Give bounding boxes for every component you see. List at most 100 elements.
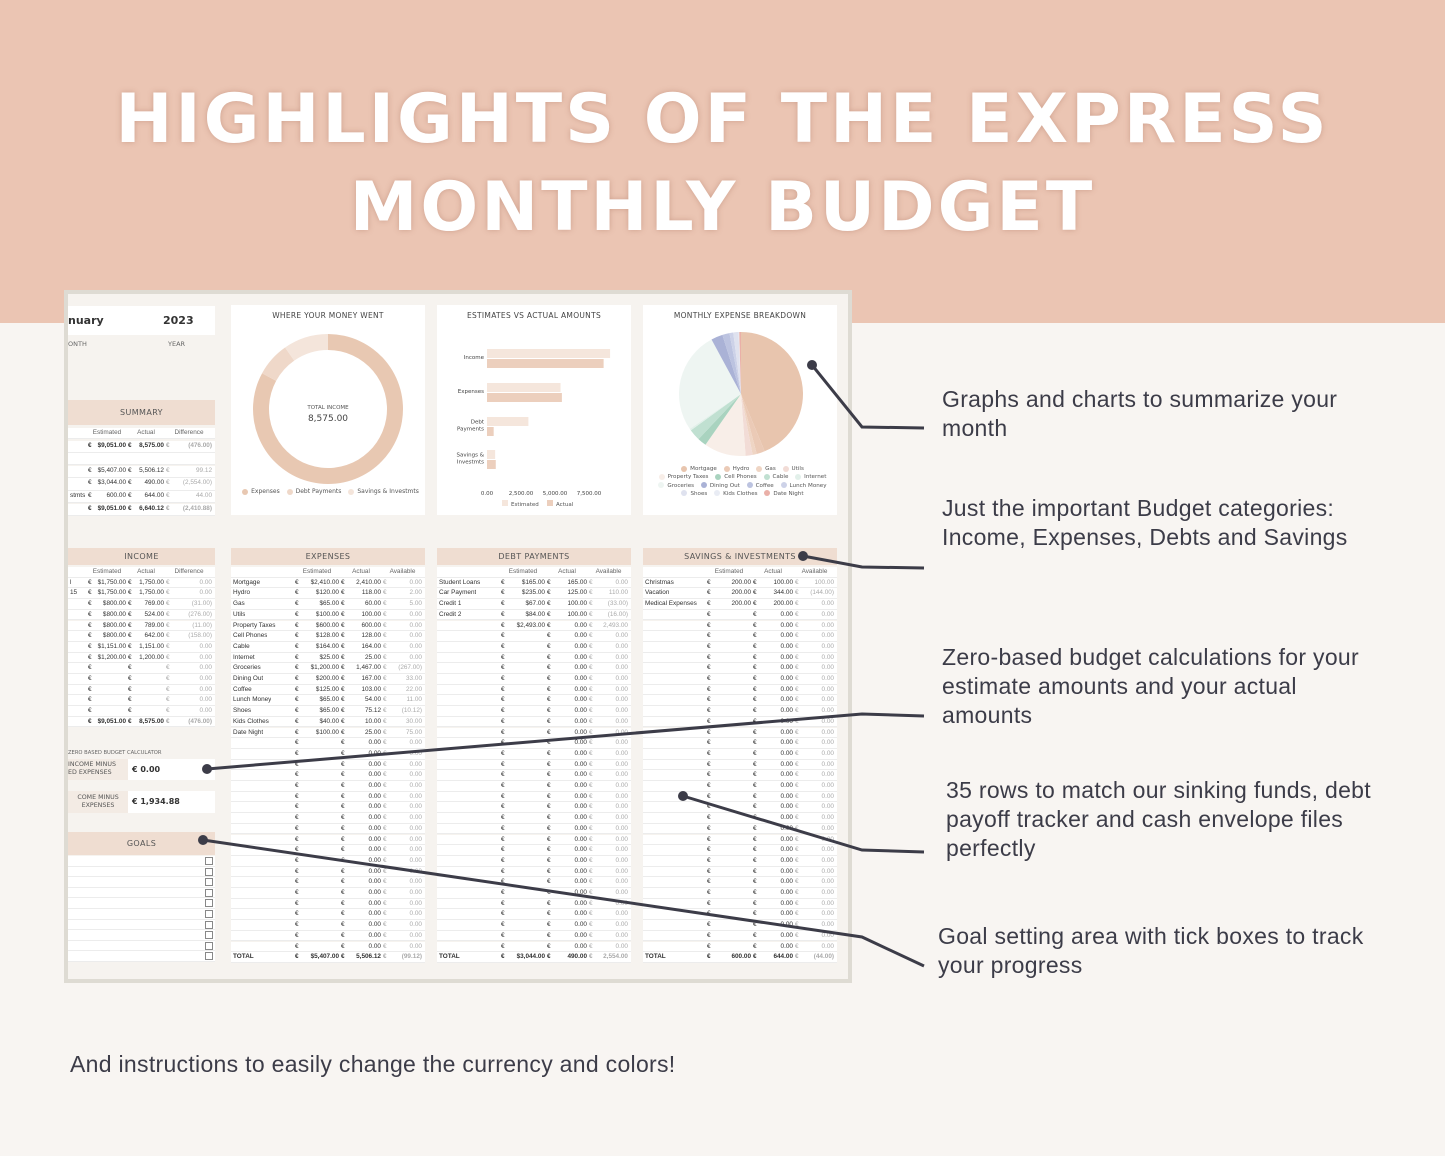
table-row: Gas € $65.00 €60.00 €5.00: [231, 599, 425, 610]
currency-symbol: €: [295, 589, 299, 597]
actual-value: 0.00: [368, 867, 381, 875]
actual-value: 0.00: [780, 653, 793, 661]
difference-value: 0.00: [615, 867, 628, 875]
difference-value: 0.00: [615, 664, 628, 672]
actual-value: 0.00: [368, 771, 381, 779]
currency-symbol: €: [547, 792, 551, 800]
currency-symbol: €: [341, 760, 345, 768]
currency-symbol: €: [501, 749, 505, 757]
currency-symbol: €: [547, 642, 551, 650]
goal-row[interactable]: [68, 856, 215, 867]
difference-value: 0.00: [409, 889, 422, 896]
goal-checkbox[interactable]: [205, 910, 213, 918]
legend-swatch: [658, 473, 665, 480]
currency-symbol: €: [753, 867, 757, 875]
estimated-value: 600.00: [731, 953, 751, 961]
currency-symbol: €: [501, 782, 505, 789]
currency-symbol: €: [295, 878, 299, 886]
goal-checkbox[interactable]: [205, 857, 213, 865]
currency-symbol: €: [707, 610, 711, 618]
bar-actual-expenses: [487, 393, 562, 402]
currency-symbol: €: [589, 771, 593, 779]
difference-value: 75.00: [406, 728, 422, 736]
actual-value: 6,640.12: [139, 504, 164, 512]
currency-symbol: €: [753, 653, 757, 661]
currency-symbol: €: [295, 921, 299, 929]
actual-value: 0.00: [574, 792, 587, 800]
goal-row[interactable]: [68, 898, 215, 910]
goal-checkbox[interactable]: [205, 867, 213, 876]
currency-symbol: €: [166, 621, 170, 629]
currency-symbol: €: [88, 621, 92, 629]
legend-swatch: [348, 488, 355, 495]
actual-value: 0.00: [368, 899, 381, 907]
goal-row[interactable]: [68, 951, 215, 963]
goal-row[interactable]: [68, 877, 215, 888]
row-label: Cable: [233, 642, 250, 650]
estimated-value: $67.00: [525, 600, 545, 608]
currency-symbol: €: [707, 664, 711, 672]
currency-symbol: €: [128, 610, 132, 618]
actual-value: 0.00: [780, 899, 793, 907]
actual-value: 0.00: [780, 814, 793, 822]
difference-value: 0.00: [615, 803, 628, 811]
year-label: YEAR: [168, 340, 186, 348]
annotation-text-3: Zero-based budget calculations for your …: [942, 644, 1359, 728]
goal-checkbox[interactable]: [205, 941, 213, 950]
month-value: nuary: [68, 314, 104, 327]
difference-value: 0.00: [409, 931, 422, 939]
goal-row[interactable]: [68, 940, 215, 952]
currency-symbol: €: [341, 707, 345, 715]
difference-value: 0.00: [821, 717, 834, 725]
slice-hydro: [741, 394, 765, 454]
legend-item: Hydro: [719, 465, 749, 472]
goal-checkbox[interactable]: [205, 899, 213, 908]
currency-symbol: €: [707, 814, 711, 822]
currency-symbol: €: [383, 653, 387, 661]
goal-row[interactable]: [68, 887, 215, 899]
difference-value: 0.00: [615, 921, 628, 929]
difference-value: (16.00): [607, 610, 628, 618]
table-row: € €0.00 €0.00: [643, 930, 837, 942]
currency-symbol: €: [128, 578, 132, 586]
table-row: € €0.00 €0.00: [231, 930, 425, 942]
goal-row[interactable]: [68, 930, 215, 941]
currency-symbol: €: [88, 578, 92, 586]
goal-checkbox[interactable]: [205, 920, 213, 929]
table-row: € $9,051.00 €6,640.12 € (2,410.88): [68, 503, 215, 516]
estimated-value: $100.00: [315, 728, 339, 736]
difference-value: 0.00: [409, 621, 422, 629]
actual-value: 0.00: [368, 856, 381, 864]
table-row: Dining Out € $200.00 €167.00 €33.00: [231, 674, 425, 685]
table-row: € $1,200.00 €1,200.00 €0.00: [68, 652, 215, 664]
goal-row[interactable]: [68, 919, 215, 931]
currency-symbol: €: [341, 621, 345, 629]
currency-symbol: €: [501, 856, 505, 864]
actual-value: 0.00: [368, 739, 381, 747]
currency-symbol: €: [547, 824, 551, 832]
currency-symbol: €: [795, 675, 799, 682]
goal-checkbox[interactable]: [205, 931, 213, 940]
goal-checkbox[interactable]: [205, 952, 213, 961]
donut-chart-title: WHERE YOUR MONEY WENT: [272, 311, 384, 320]
currency-symbol: €: [589, 792, 593, 800]
goal-row[interactable]: [68, 909, 215, 920]
difference-value: 0.00: [821, 878, 834, 886]
currency-symbol: €: [547, 600, 551, 608]
currency-symbol: €: [753, 632, 757, 640]
currency-symbol: €: [295, 771, 299, 779]
goal-checkbox[interactable]: [205, 878, 213, 887]
goal-checkbox[interactable]: [205, 888, 213, 897]
table-row: € €0.00 €0.00: [643, 631, 837, 642]
goal-row[interactable]: [68, 866, 215, 878]
row-label: Coffee: [233, 685, 252, 693]
currency-symbol: €: [795, 835, 799, 843]
difference-value: 0.00: [615, 632, 628, 640]
currency-symbol: €: [295, 782, 299, 789]
actual-value: 600.00: [361, 621, 381, 629]
currency-symbol: €: [547, 867, 551, 875]
actual-value: 164.00: [361, 642, 381, 650]
difference-value: 110.00: [608, 589, 628, 597]
currency-symbol: €: [795, 953, 799, 961]
currency-symbol: €: [88, 492, 92, 499]
